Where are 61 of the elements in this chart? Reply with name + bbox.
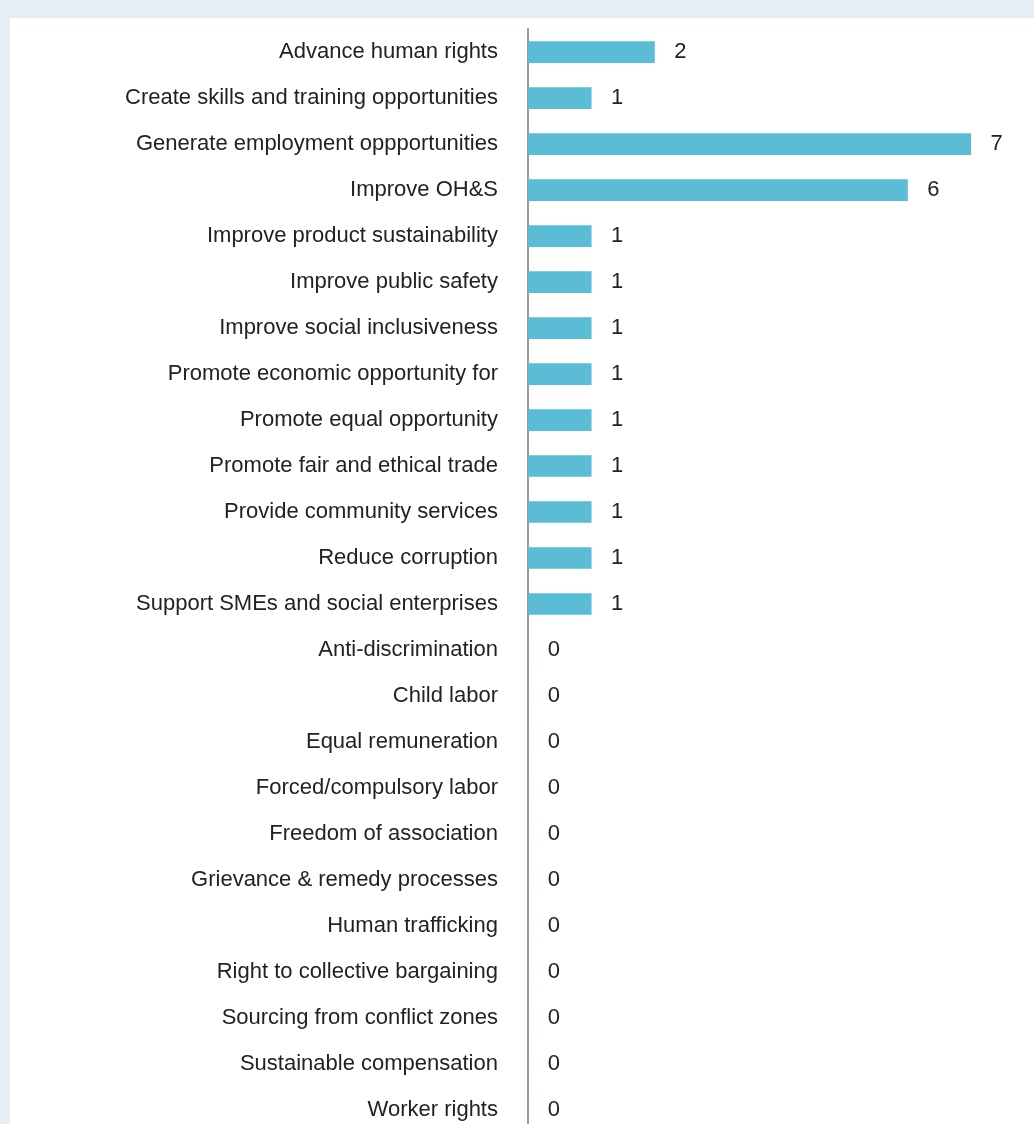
data-label: 1	[611, 452, 624, 478]
bar	[527, 317, 592, 339]
y-tick-label: Worker rights	[367, 1095, 498, 1121]
bar	[527, 501, 592, 523]
y-tick-label: Promote equal opportunity	[239, 406, 498, 432]
y-tick-label: Human trafficking	[327, 911, 498, 937]
data-label: 0	[547, 865, 561, 891]
bar	[527, 225, 592, 247]
y-tick-label: Forced/compulsory labor	[255, 773, 498, 799]
data-label: 0	[547, 1049, 561, 1075]
data-label: 1	[611, 222, 624, 248]
y-tick-label: Advance human rights	[279, 38, 498, 64]
data-label: 0	[547, 773, 561, 799]
bar	[527, 133, 972, 155]
data-label: 0	[547, 728, 561, 753]
data-label: 0	[547, 636, 561, 662]
y-tick-label: Grievance & remedy processes	[191, 865, 498, 891]
bar	[527, 87, 592, 110]
bar	[527, 179, 908, 201]
data-label: 7	[990, 130, 1003, 156]
y-tick-label: Improve product sustainability	[206, 222, 498, 248]
data-label: 1	[611, 84, 624, 110]
y-tick-label: Support SMEs and social enterprises	[136, 590, 498, 616]
y-tick-label: Anti-discrimination	[318, 636, 498, 662]
data-label: 1	[611, 314, 624, 340]
y-tick-label: Reduce corruption	[318, 544, 498, 570]
data-label: 0	[547, 1095, 561, 1121]
bar	[527, 455, 592, 477]
bar	[527, 271, 592, 293]
y-tick-label: Sourcing from conflict zones	[221, 1003, 498, 1029]
bar	[527, 547, 592, 569]
bar	[527, 363, 592, 385]
y-tick-label: Provide community services	[224, 498, 498, 524]
data-label: 0	[547, 1003, 561, 1029]
data-label: 6	[927, 176, 940, 202]
y-tick-label: Improve social inclusiveness	[219, 314, 498, 340]
y-tick-label: Right to collective bargaining	[216, 957, 498, 983]
data-label: 1	[611, 590, 624, 616]
y-tick-label: Promote economic opportunity for	[167, 360, 498, 386]
y-tick-label: Generate employment oppportunities	[135, 130, 498, 156]
data-label: 0	[547, 911, 561, 937]
data-label: 0	[547, 682, 561, 708]
data-label: 1	[611, 268, 624, 294]
data-label: 2	[674, 38, 687, 64]
bar	[527, 409, 592, 431]
data-label: 0	[547, 819, 561, 845]
data-label: 1	[611, 406, 624, 432]
bar	[527, 593, 592, 615]
y-tick-label: Improve public safety	[290, 268, 498, 294]
y-tick-label: Child labor	[392, 682, 498, 708]
y-tick-label: Equal remuneration	[305, 728, 498, 753]
y-tick-label: Freedom of association	[269, 819, 498, 845]
data-label: 1	[611, 544, 624, 570]
data-label: 0	[547, 957, 561, 983]
y-tick-label: Create skills and training opportunities	[125, 84, 498, 110]
y-tick-label: Improve OH&S	[350, 176, 498, 202]
data-label: 1	[611, 360, 624, 386]
y-tick-label: Promote fair and ethical trade	[209, 452, 498, 478]
y-tick-label: Sustainable compensation	[239, 1049, 498, 1075]
data-label: 1	[611, 498, 624, 524]
bar	[527, 41, 655, 64]
